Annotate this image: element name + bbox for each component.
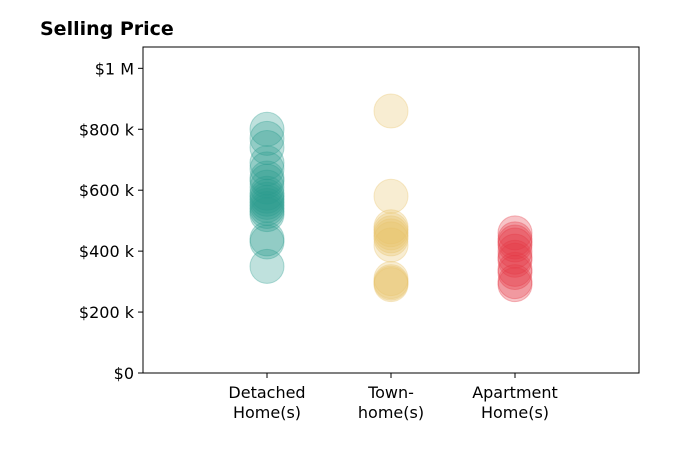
y-tick-label: $200 k (79, 303, 135, 322)
x-tick-label: Detached Home(s) (228, 383, 305, 422)
data-point (249, 181, 285, 217)
data-point (249, 197, 285, 233)
data-point (249, 151, 285, 187)
data-point (497, 221, 533, 257)
data-point (373, 209, 409, 245)
x-tick-label: Apartment Home(s) (472, 383, 558, 422)
data-point (373, 212, 409, 248)
data-point (249, 221, 285, 257)
data-point (497, 255, 533, 290)
data-point (497, 215, 533, 251)
data-point (497, 227, 533, 263)
data-point (497, 264, 533, 300)
data-point (249, 163, 285, 199)
y-tick-label: $400 k (79, 242, 135, 261)
data-point (249, 191, 285, 226)
data-point (497, 224, 533, 260)
data-point (373, 178, 409, 214)
x-tick-label-line: home(s) (358, 403, 424, 422)
data-point (249, 111, 285, 147)
data-point (249, 187, 285, 223)
plot-frame (142, 46, 640, 374)
data-points (249, 93, 533, 303)
data-point (249, 178, 285, 214)
y-tick-label: $1 M (95, 59, 134, 78)
y-tick-label: $0 (114, 364, 134, 383)
data-point (497, 251, 533, 287)
data-point (249, 184, 285, 220)
chart-title: Selling Price (40, 18, 174, 40)
y-tick-label: $600 k (79, 181, 135, 200)
x-tick-label: Town-home(s) (358, 383, 424, 422)
data-point (249, 175, 285, 211)
data-point (373, 265, 409, 301)
data-point (249, 160, 285, 196)
data-point (249, 120, 285, 156)
data-point (249, 130, 285, 165)
data-point (249, 169, 285, 205)
x-tick-label-line: Town- (367, 383, 414, 402)
data-point (373, 215, 409, 251)
data-point (373, 221, 409, 257)
x-tick-label-line: Apartment (472, 383, 558, 402)
data-point (497, 233, 533, 269)
data-point (373, 267, 409, 303)
data-point (249, 145, 285, 181)
x-axis: Detached Home(s)Town-home(s)Apartment Home… (228, 373, 558, 422)
y-tick-label: $800 k (79, 120, 135, 139)
x-tick-label-line: Home(s) (481, 403, 549, 422)
data-point (373, 227, 409, 263)
data-point (373, 218, 409, 254)
x-tick-label-line: Home(s) (233, 403, 301, 422)
data-point (249, 248, 285, 284)
data-point (249, 224, 285, 260)
x-tick-label-line: Detached (228, 383, 305, 402)
data-point (497, 239, 533, 275)
data-point (249, 194, 285, 229)
data-point (497, 242, 533, 278)
y-axis: $0 $200 k $400 k $600 k $800 k $1 M (79, 59, 143, 383)
data-point (373, 261, 409, 297)
data-point (497, 267, 533, 303)
data-point (373, 264, 409, 300)
data-point (373, 93, 409, 129)
